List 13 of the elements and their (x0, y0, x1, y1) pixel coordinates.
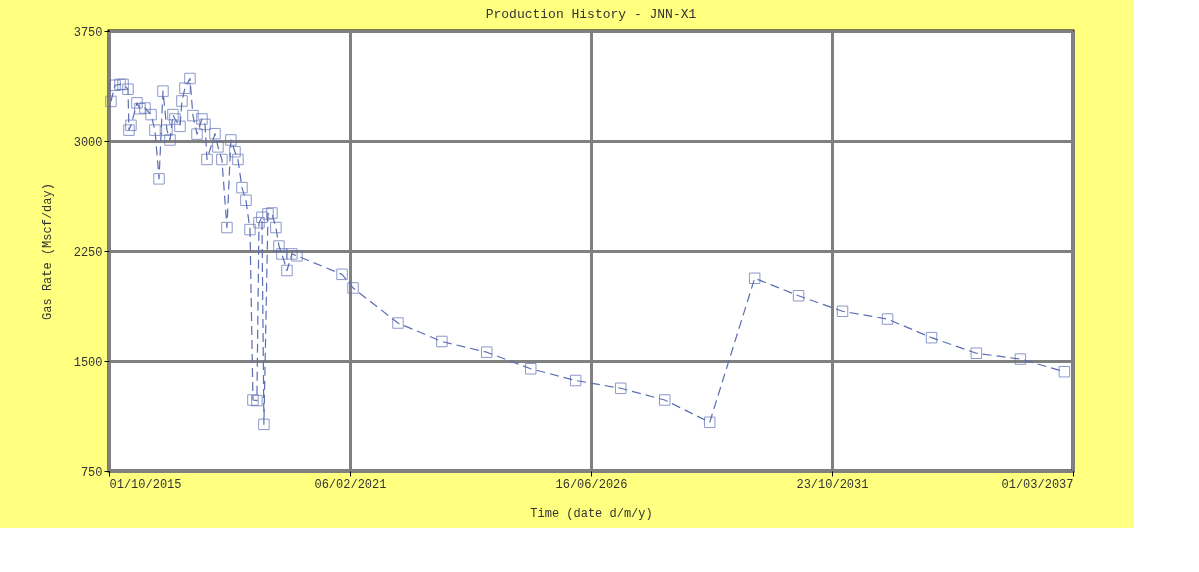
y-axis-title: Gas Rate (Mscf/day) (40, 183, 55, 320)
x-tick-label: 01/10/2015 (109, 477, 182, 492)
y-tick-label: 750 (80, 465, 103, 480)
y-tick-label: 1500 (73, 355, 103, 370)
x-tick-label: 16/06/2026 (555, 477, 628, 492)
y-tick-label: 2250 (73, 245, 103, 260)
x-axis-title: Time (date d/m/y) (530, 506, 653, 521)
y-tick-label: 3000 (73, 135, 103, 150)
x-tick-label: 01/03/2037 (1001, 477, 1074, 492)
y-tick-label: 3750 (73, 25, 103, 40)
chart-title: Production History - JNN-X1 (485, 7, 697, 22)
x-tick-label: 23/10/2031 (796, 477, 869, 492)
x-tick-label: 06/02/2021 (314, 477, 387, 492)
